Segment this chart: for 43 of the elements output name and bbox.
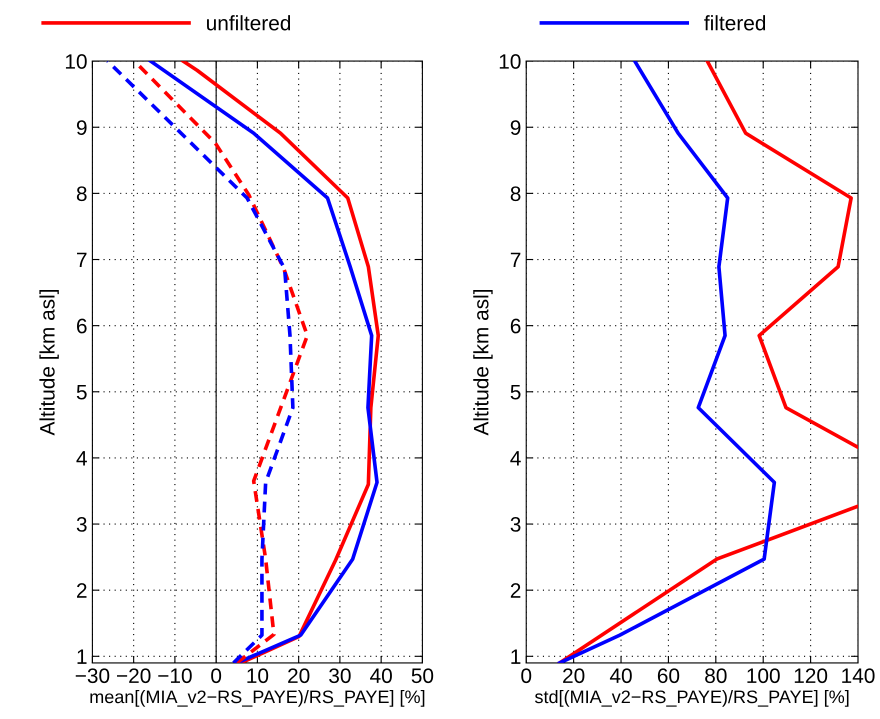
y-tick-label: 4 (510, 451, 521, 466)
y-tick-label: 4 (76, 451, 87, 466)
x-tick-label: −20 (117, 668, 151, 684)
y-tick-label: 5 (76, 384, 87, 400)
y-tick-label: 8 (76, 186, 87, 202)
y-tick-label: 2 (510, 583, 520, 598)
x-tick-label: 60 (658, 668, 680, 684)
x-tick-label: 0 (211, 668, 222, 684)
x-tick-label: −10 (158, 668, 192, 684)
y-tick-label: 10 (66, 54, 87, 69)
y-axis-title: Altitude [km asl] (473, 290, 493, 436)
x-tick-label: 10 (247, 668, 268, 684)
x-tick-label: 140 (842, 668, 875, 684)
x-tick-label: 40 (610, 668, 632, 684)
y-tick-label: 6 (510, 318, 520, 334)
x-axis-title: mean[(MIA_v2−RS_PAYE)/RS_PAYE] [%] (90, 690, 424, 707)
text: filtered (704, 15, 766, 30)
y-tick-label: 5 (510, 384, 521, 400)
x-tick-label: 100 (747, 668, 780, 684)
y-tick-label: 6 (77, 318, 87, 334)
y-tick-label: 2 (77, 583, 86, 598)
x-tick-label: 120 (794, 668, 828, 684)
x-tick-label: 0 (521, 668, 532, 684)
x-axis-title: std[(MIA_v2−RS_PAYE)/RS_PAYE] [%] (534, 690, 848, 707)
y-tick-label: 8 (510, 186, 520, 202)
y-tick-label: 1 (78, 650, 87, 664)
y-tick-label: 7 (510, 252, 520, 268)
x-tick-label: 20 (563, 668, 584, 684)
x-tick-label: 40 (370, 668, 392, 684)
y-axis-title: Altitude [km asl] (39, 290, 59, 436)
x-tick-label: 50 (412, 668, 434, 684)
x-tick-label: 80 (705, 668, 727, 684)
y-tick-label: 10 (500, 54, 521, 69)
y-tick-label: 3 (510, 517, 520, 532)
y-tick-label: 9 (76, 120, 87, 135)
x-tick-label: −30 (76, 668, 110, 684)
y-tick-label: 9 (510, 120, 520, 135)
x-tick-label: 20 (288, 668, 310, 684)
y-tick-label: 7 (77, 252, 86, 268)
series-label: unfiltered (207, 15, 290, 30)
x-tick-label: 30 (329, 668, 351, 684)
y-tick-label: 1 (511, 650, 520, 664)
y-tick-label: 3 (76, 517, 87, 532)
